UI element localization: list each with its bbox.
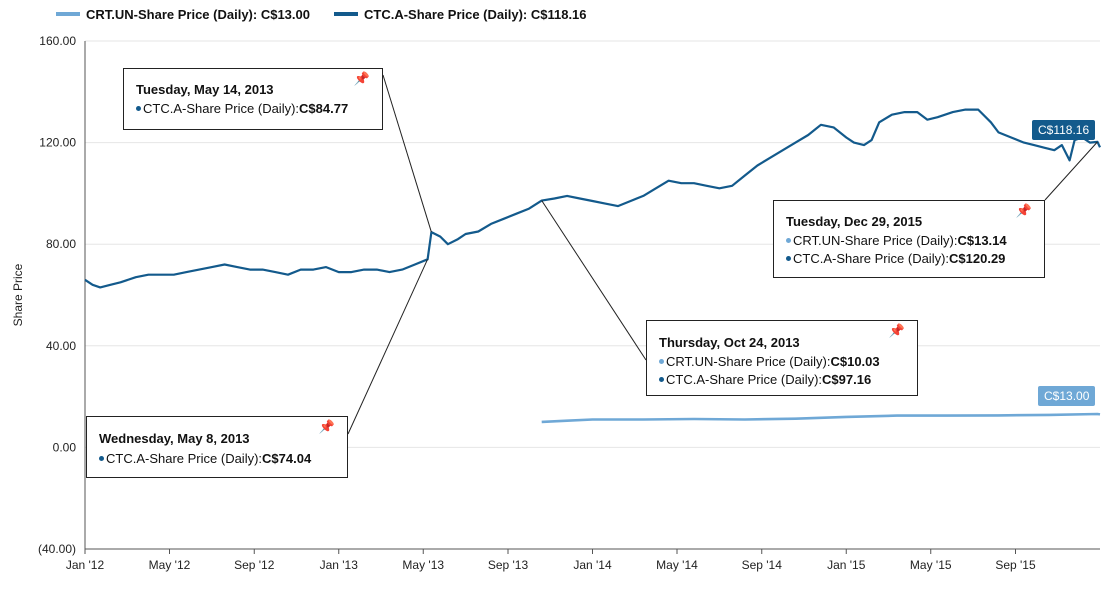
- x-tick-label: Jan '12: [66, 558, 105, 572]
- callout-row-value: C$10.03: [830, 354, 880, 369]
- callout-row-value: C$74.04: [262, 451, 312, 466]
- legend-label-crt: CRT.UN-Share Price (Daily): C$13.00: [86, 6, 310, 22]
- series-line-ctc: [84, 108, 1101, 289]
- callout-leader-oct24: [541, 200, 647, 361]
- callout-leader-may8: [347, 259, 429, 435]
- legend-item-crt[interactable]: CRT.UN-Share Price (Daily): C$13.00: [56, 7, 310, 22]
- legend-swatch-crt: [56, 12, 80, 16]
- callout-date: Tuesday, May 14, 2013: [136, 82, 274, 97]
- callout-row: CRT.UN-Share Price (Daily): C$10.03: [659, 354, 880, 369]
- x-tick-label: Sep '12: [234, 558, 275, 572]
- x-tick-label: Jan '13: [320, 558, 359, 572]
- callout-row-label: CRT.UN-Share Price (Daily):: [666, 354, 831, 369]
- callout-row: CRT.UN-Share Price (Daily): C$13.14: [786, 233, 1007, 248]
- callout-row-value: C$13.14: [957, 233, 1007, 248]
- x-tick-label: May '14: [656, 558, 698, 572]
- y-tick-label: 40.00: [46, 339, 76, 353]
- x-tick-label: Sep '14: [742, 558, 783, 572]
- callout-leader-may14: [382, 74, 432, 233]
- callout-row: CTC.A-Share Price (Daily): C$74.04: [99, 451, 311, 466]
- callout-date: Tuesday, Dec 29, 2015: [786, 214, 923, 229]
- callout-leader-dec29: [1044, 141, 1098, 201]
- x-tick-label: May '12: [149, 558, 191, 572]
- callout-date: Wednesday, May 8, 2013: [99, 431, 250, 446]
- callout-row: CTC.A-Share Price (Daily): C$84.77: [136, 101, 348, 116]
- callout-row-value: C$120.29: [949, 251, 1006, 266]
- x-tick-label: Sep '13: [488, 558, 529, 572]
- callout-row-value: C$84.77: [299, 101, 349, 116]
- pin-icon[interactable]: 📌: [353, 71, 370, 86]
- callout-oct24[interactable]: Thursday, Oct 24, 2013 📌 CRT.UN-Share Pr…: [646, 320, 918, 396]
- callout-row: CTC.A-Share Price (Daily): C$97.16: [659, 372, 871, 387]
- pin-icon[interactable]: 📌: [318, 419, 335, 434]
- legend-swatch-ctc: [333, 12, 358, 16]
- callout-may14[interactable]: Tuesday, May 14, 2013 📌 CTC.A-Share Pric…: [123, 68, 383, 130]
- series-dot: [786, 256, 791, 261]
- y-tick-label: (40.00): [38, 542, 76, 556]
- series-dot: [136, 106, 141, 111]
- x-tick-label: May '13: [402, 558, 444, 572]
- series-dot: [99, 456, 104, 461]
- series-line-crt: [541, 412, 1101, 424]
- x-tick-label: Jan '15: [827, 558, 866, 572]
- legend: CRT.UN-Share Price (Daily): C$13.00 CTC.…: [56, 4, 611, 24]
- pin-icon[interactable]: 📌: [888, 323, 905, 338]
- y-tick-label: 160.00: [39, 34, 76, 48]
- x-tick-label: Jan '14: [573, 558, 612, 572]
- callout-row-value: C$97.16: [822, 372, 872, 387]
- y-tick-label: 120.00: [39, 136, 76, 150]
- price-tag-ctc: C$118.16: [1032, 120, 1096, 140]
- callout-date: Thursday, Oct 24, 2013: [659, 335, 800, 350]
- legend-item-ctc[interactable]: CTC.A-Share Price (Daily): C$118.16: [333, 6, 587, 22]
- callout-row-label: CTC.A-Share Price (Daily):: [666, 372, 823, 387]
- callout-row-label: CRT.UN-Share Price (Daily):: [793, 233, 958, 248]
- y-tick-label: 0.00: [53, 440, 77, 454]
- series-dot: [786, 238, 791, 243]
- legend-label-ctc: CTC.A-Share Price (Daily): C$118.16: [363, 6, 587, 22]
- y-tick-label: 80.00: [46, 237, 76, 251]
- x-tick-label: May '15: [910, 558, 952, 572]
- callout-row-label: CTC.A-Share Price (Daily):: [143, 101, 300, 116]
- series-dot: [659, 377, 664, 382]
- callout-row-label: CTC.A-Share Price (Daily):: [793, 251, 950, 266]
- callout-row-label: CTC.A-Share Price (Daily):: [106, 451, 263, 466]
- price-tag-crt: C$13.00: [1038, 386, 1096, 406]
- pin-icon[interactable]: 📌: [1015, 203, 1032, 218]
- x-tick-label: Sep '15: [995, 558, 1036, 572]
- callout-dec29[interactable]: Tuesday, Dec 29, 2015 📌 CRT.UN-Share Pri…: [773, 200, 1045, 278]
- callout-may8[interactable]: Wednesday, May 8, 2013 📌 CTC.A-Share Pri…: [86, 416, 348, 478]
- y-axis-title: Share Price: [11, 263, 25, 326]
- series-dot: [659, 359, 664, 364]
- callout-row: CTC.A-Share Price (Daily): C$120.29: [786, 251, 1005, 266]
